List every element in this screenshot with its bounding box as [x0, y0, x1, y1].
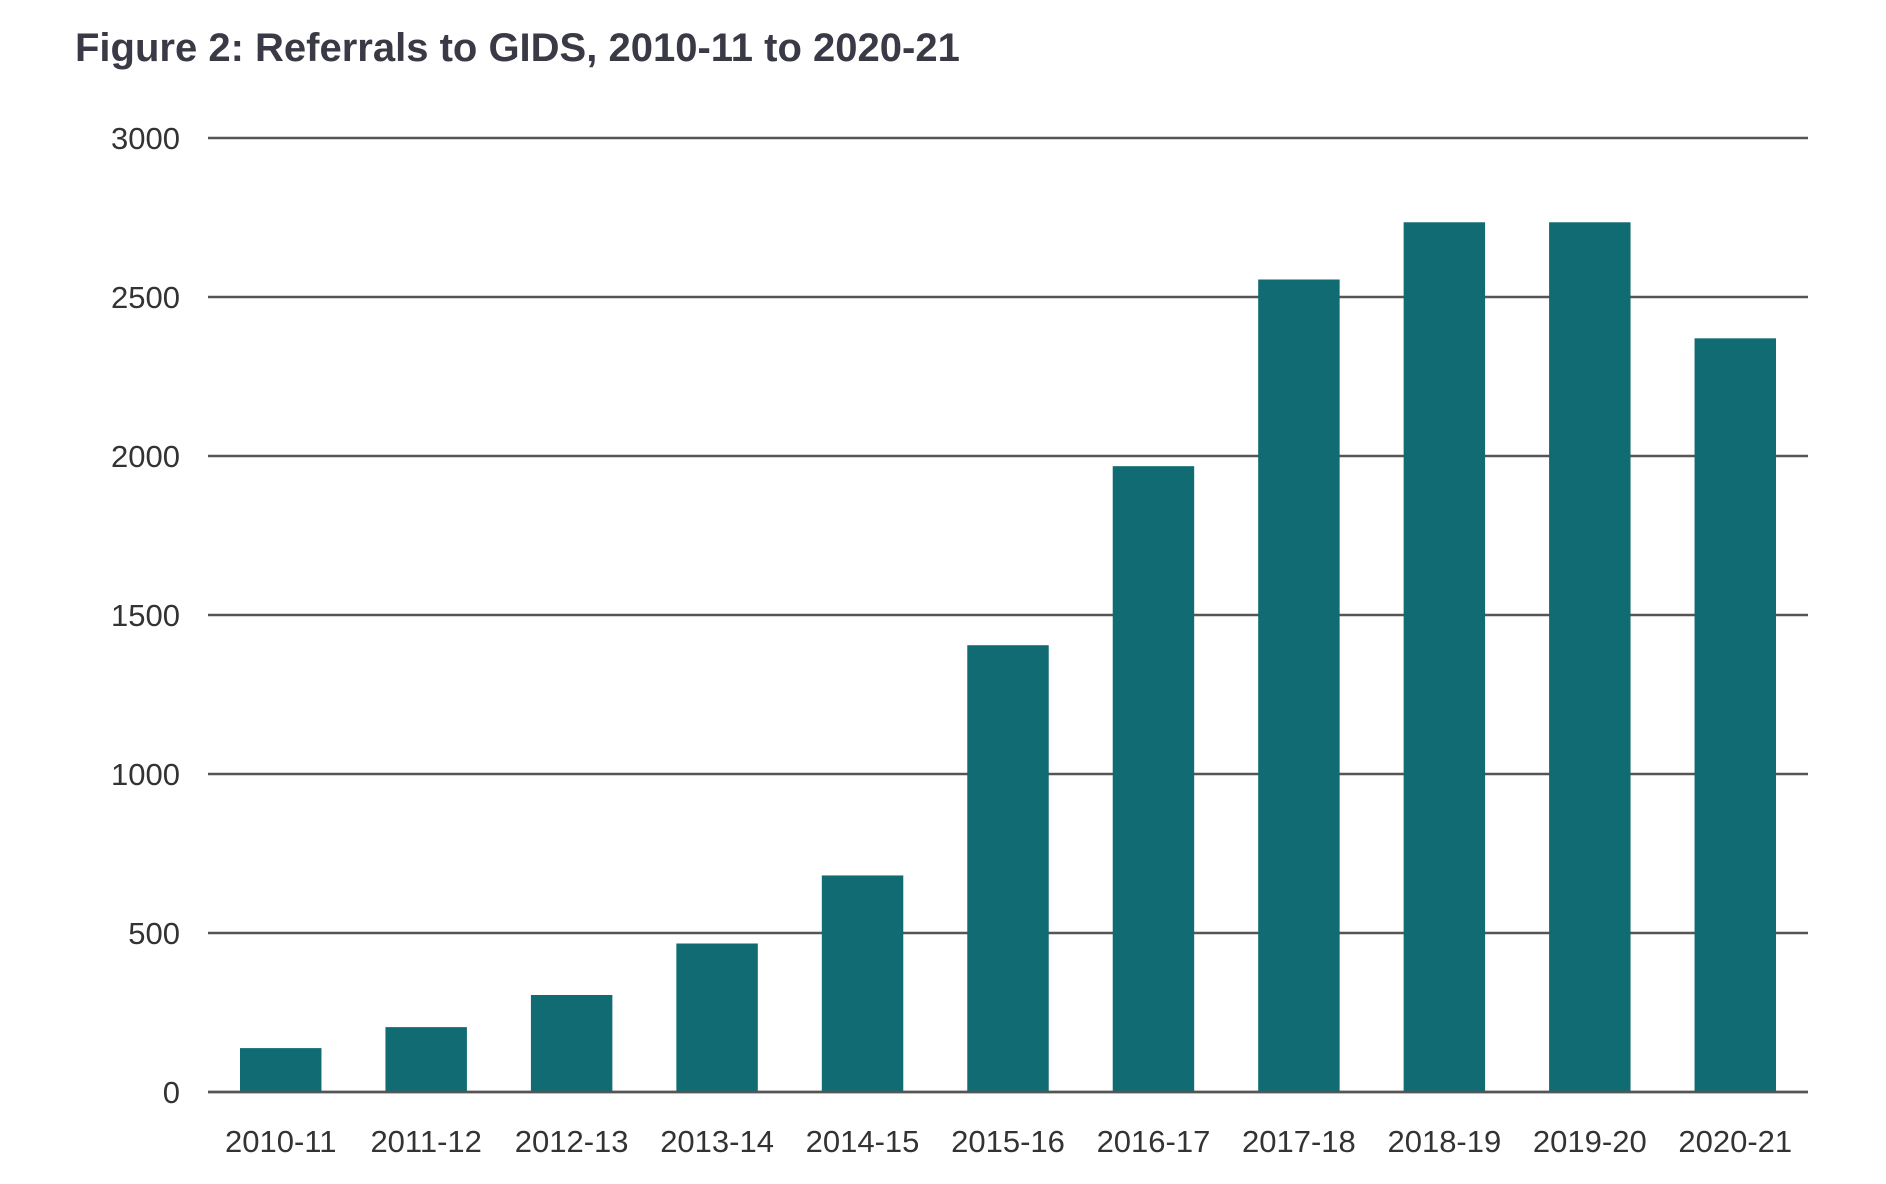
bar-2016-17 [1112, 466, 1195, 1092]
x-tick-label: 2020-21 [1678, 1124, 1792, 1159]
x-tick-label: 2010-11 [225, 1124, 336, 1159]
bar-2019-20 [1549, 222, 1631, 1092]
bar-2020-21 [1694, 338, 1776, 1093]
x-tick-label: 2019-20 [1533, 1124, 1647, 1159]
chart-title: Figure 2: Referrals to GIDS, 2010-11 to … [75, 26, 960, 70]
y-axis-tick-labels: 0 500 1000 1500 2000 2500 3000 [111, 121, 180, 1110]
y-tick-label: 3000 [111, 121, 180, 156]
bar-2013-14 [676, 943, 758, 1092]
x-tick-label: 2016-17 [1097, 1124, 1211, 1159]
y-tick-label: 1500 [111, 598, 180, 633]
x-tick-label: 2014-15 [806, 1124, 920, 1159]
y-tick-label: 500 [128, 916, 180, 951]
bar-2018-19 [1403, 222, 1486, 1092]
y-tick-label: 1000 [111, 757, 180, 792]
bar-2011-12 [385, 1027, 467, 1092]
bar-2012-13 [530, 995, 613, 1092]
x-tick-label: 2013-14 [660, 1124, 774, 1159]
bar-2014-15 [821, 875, 904, 1092]
x-tick-label: 2012-13 [515, 1124, 629, 1159]
x-axis-tick-labels: 2010-11 2011-12 2012-13 2013-14 2014-15 2015-… [208, 1090, 1808, 1159]
bars [240, 222, 1776, 1093]
y-tick-label: 2000 [111, 439, 180, 474]
x-tick-label: 2015-16 [951, 1124, 1065, 1159]
y-tick-label: 0 [163, 1075, 180, 1110]
y-tick-label: 2500 [111, 280, 180, 315]
x-tick-label: 2017-18 [1242, 1124, 1356, 1159]
bar-2017-18 [1258, 279, 1340, 1092]
bar-2010-11 [240, 1048, 322, 1092]
bar-2015-16 [967, 645, 1049, 1092]
x-tick-label: 2011-12 [370, 1124, 481, 1159]
x-tick-label: 2018-19 [1387, 1124, 1501, 1159]
